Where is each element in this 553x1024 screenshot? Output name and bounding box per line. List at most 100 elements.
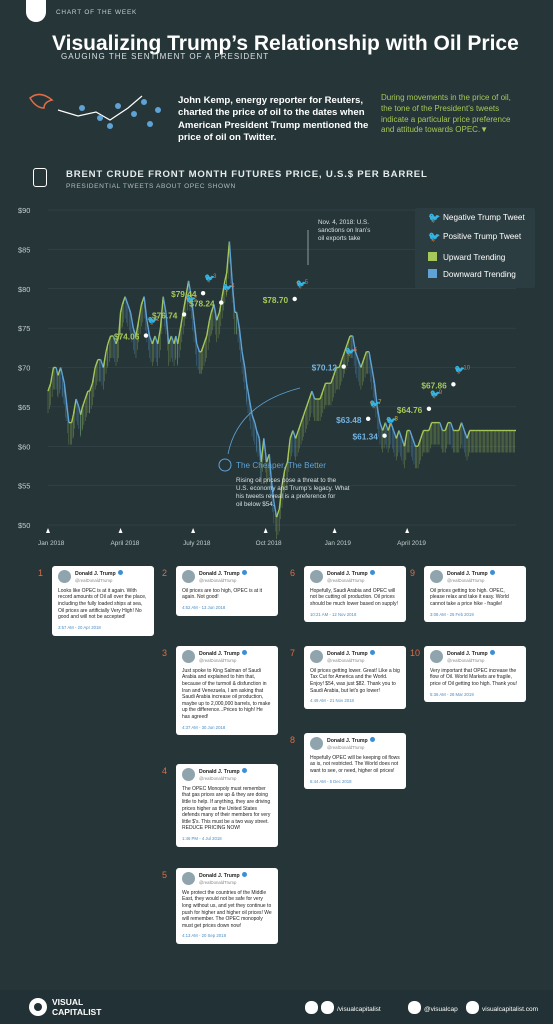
x-tick-marker xyxy=(118,528,123,533)
tweet-point[interactable] xyxy=(200,290,206,296)
x-tick-label: Oct 2018 xyxy=(256,540,282,547)
x-tick-label: Jan 2019 xyxy=(325,540,352,547)
page-title: Visualizing Trump’s Relationship with Oi… xyxy=(52,32,519,55)
tweet-bird-icon: 🐦 xyxy=(222,283,233,293)
tweet-author: Donald J. Trump xyxy=(199,570,247,578)
avatar xyxy=(182,872,195,886)
tweet-card[interactable]: Donald J. Trump @realDonaldTrump We protec… xyxy=(176,868,278,945)
oil-barrel-icon xyxy=(33,168,47,187)
price-segment xyxy=(196,343,201,352)
up-swatch xyxy=(428,252,437,261)
tweet-price-label: $64.76 xyxy=(397,405,423,415)
tweet-point[interactable] xyxy=(143,333,149,338)
tweet-point[interactable] xyxy=(451,382,456,387)
tweet-bird-icon: 🐦 xyxy=(369,399,380,409)
tweet-card[interactable]: Donald J. Trump @realDonaldTrump Looks lik… xyxy=(52,566,154,636)
tweet-time: 4:37 AM - 30 Jun 2018 xyxy=(182,724,226,730)
price-segment xyxy=(270,477,275,502)
tweet-card[interactable]: Donald J. Trump @realDonaldTrump Very impo… xyxy=(424,646,526,703)
tweet-price-label: $67.86 xyxy=(421,380,447,390)
x-tick-marker xyxy=(332,528,337,533)
tweet-text: Hopefully, Saudi Arabia and OPEC will no… xyxy=(310,587,398,607)
tweet-card[interactable]: Donald J. Trump @realDonaldTrump Oil price… xyxy=(176,566,278,616)
visual-capitalist-logo xyxy=(29,998,47,1016)
price-segment xyxy=(235,312,241,329)
twitter-icon[interactable] xyxy=(321,1001,334,1014)
tweet-price-label: $78.24 xyxy=(189,299,215,309)
price-segment xyxy=(208,312,212,321)
price-segment xyxy=(255,430,260,439)
tweet-point[interactable] xyxy=(365,416,371,422)
tweet-card[interactable]: Donald J. Trump @realDonaldTrump Oil price… xyxy=(424,566,526,623)
verified-icon xyxy=(369,650,375,655)
tweet-number-label: 9 xyxy=(410,568,416,578)
page-subtitle: GAUGING THE SENTIMENT OF A PRESIDENT xyxy=(61,52,270,61)
tweet-bird-icon: 🐦 xyxy=(204,273,215,283)
verified-icon xyxy=(241,768,247,773)
tweet-point[interactable] xyxy=(426,406,432,411)
verified-icon xyxy=(241,570,247,575)
chart-subtitle: PRESIDENTIAL TWEETS ABOUT OPEC SHOWN xyxy=(66,183,236,190)
fb-handle[interactable]: /visualcapitalist xyxy=(337,1006,381,1013)
avatar xyxy=(58,570,71,584)
price-segment xyxy=(241,351,246,368)
facebook-icon[interactable] xyxy=(305,1001,318,1014)
price-segment xyxy=(231,280,236,313)
instagram-icon[interactable] xyxy=(408,1001,421,1014)
legend-down: Downward Trending xyxy=(443,270,516,279)
chart-title: BRENT CRUDE FRONT MONTH FUTURES PRICE, U… xyxy=(66,169,428,180)
tweet-point[interactable] xyxy=(382,433,387,438)
price-segment xyxy=(65,398,70,423)
tweet-time: 3:08 AM - 25 Feb 2019 xyxy=(430,611,474,617)
price-segment xyxy=(70,414,75,423)
tweet-text: Oil prices getting lower. Great! Like a … xyxy=(310,667,400,694)
verified-icon xyxy=(117,570,123,575)
price-segment xyxy=(245,383,251,400)
web-icon[interactable] xyxy=(466,1001,479,1014)
price-segment xyxy=(398,430,403,439)
tweet-handle: @realDonaldTrump xyxy=(199,577,237,583)
chart-of-week-tag: CHART OF THE WEEK xyxy=(56,9,138,16)
tweet-point[interactable] xyxy=(341,364,346,369)
tweet-number-label: 5 xyxy=(162,870,168,880)
tweet-price-label: $78.70 xyxy=(263,295,289,305)
tweet-number: 5 xyxy=(305,280,309,286)
tweet-number: 10 xyxy=(463,365,470,371)
tweet-author: Donald J. Trump xyxy=(447,650,495,658)
legend-negative: Negative Trump Tweet xyxy=(443,213,525,222)
ig-handle[interactable]: @visualcap xyxy=(424,1006,458,1013)
price-segment xyxy=(170,335,175,345)
y-tick-label: $65 xyxy=(18,403,30,412)
tweet-card[interactable]: Donald J. Trump @realDonaldTrump Hopefully… xyxy=(304,733,406,790)
price-segment xyxy=(127,304,132,313)
x-tick-label: Jan 2018 xyxy=(38,540,65,547)
tweet-number: 1 xyxy=(156,317,160,323)
tweet-point[interactable] xyxy=(181,312,187,317)
website[interactable]: visualcapitalist.com xyxy=(482,1006,538,1013)
tweet-number: 9 xyxy=(439,390,443,396)
tweet-card[interactable]: Donald J. Trump @realDonaldTrump The OPEC … xyxy=(176,764,278,847)
intro-text: John Kemp, energy reporter for Reuters, … xyxy=(178,95,369,144)
down-arrow-icon xyxy=(218,458,232,472)
price-segment xyxy=(238,328,243,352)
x-tick-marker xyxy=(46,528,50,533)
price-segment xyxy=(409,430,414,439)
tweet-point[interactable] xyxy=(219,300,224,305)
tweet-bird-icon: 🐦 xyxy=(147,316,158,326)
tweet-bird-icon: 🐦 xyxy=(296,279,307,289)
tweet-card[interactable]: Donald J. Trump @realDonaldTrump Just spok… xyxy=(176,646,278,736)
negative-bird-icon: 🐦 xyxy=(428,213,440,224)
price-segment xyxy=(357,359,362,368)
tweet-point[interactable] xyxy=(292,296,297,302)
avatar xyxy=(430,650,443,664)
tweet-author: Donald J. Trump xyxy=(75,570,123,578)
brand-bottom: CAPITALIST xyxy=(52,1007,102,1017)
tweet-card[interactable]: Donald J. Trump @realDonaldTrump Hopefully… xyxy=(304,566,406,623)
tweet-author: Donald J. Trump xyxy=(447,570,495,578)
tweet-card[interactable]: Donald J. Trump @realDonaldTrump Oil price… xyxy=(304,646,406,709)
tweet-time: 5:36 AM - 28 Mar 2019 xyxy=(430,691,474,697)
intro-right-text: During movements in the price of oil, th… xyxy=(381,93,511,135)
price-segment xyxy=(439,422,444,431)
legend: 🐦 Negative Trump Tweet 🐦 Positive Trump … xyxy=(415,208,535,288)
price-segment xyxy=(228,241,233,281)
